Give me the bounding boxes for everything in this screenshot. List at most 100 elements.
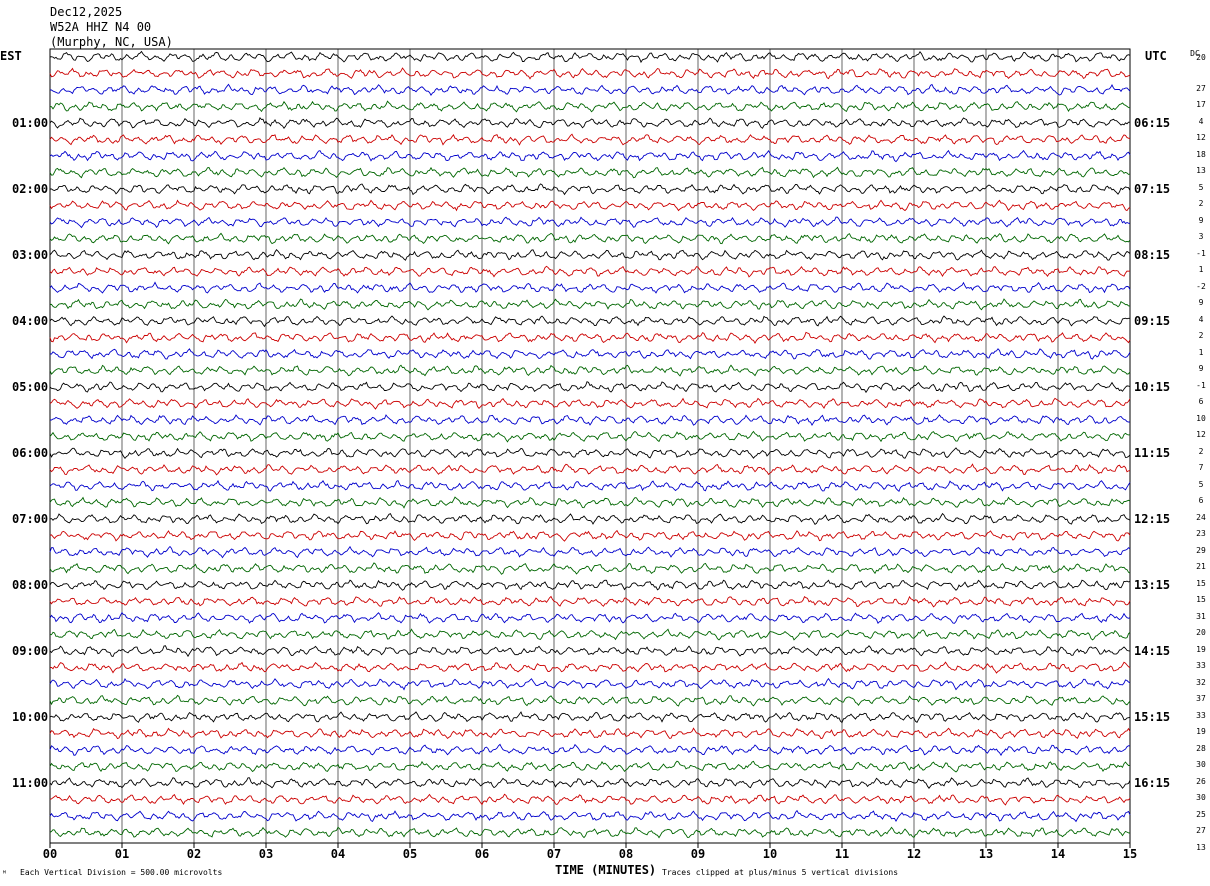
left-hour-label: 07:00	[12, 512, 49, 526]
x-tick-label: 03	[259, 847, 273, 861]
dc-offset-value: 13	[1196, 842, 1206, 852]
dc-offset-value: 2	[1198, 446, 1204, 456]
dc-offset-value: 15	[1196, 578, 1206, 588]
right-hour-label: 10:15	[1134, 380, 1171, 394]
dc-offset-value: 12	[1196, 430, 1206, 439]
dc-offset-value: -1	[1196, 380, 1206, 390]
seismic-trace	[49, 579, 1131, 591]
left-hour-label: 10:00	[12, 710, 49, 724]
dc-offset-value: 9	[1198, 215, 1204, 225]
dc-header-label: DC	[1190, 49, 1200, 58]
dc-offset-value: 37	[1196, 694, 1206, 703]
seismic-trace	[49, 711, 1131, 724]
x-tick-label: 02	[187, 847, 201, 861]
seismic-trace	[49, 760, 1131, 773]
seismic-trace	[49, 281, 1131, 294]
right-hour-label: 06:15	[1134, 116, 1171, 130]
x-tick-label: 12	[907, 847, 921, 861]
dc-offset-value: 32	[1196, 677, 1206, 687]
dc-offset-value: 31	[1196, 611, 1206, 621]
seismic-trace	[49, 298, 1131, 311]
dc-offset-value: 26	[1196, 776, 1206, 786]
left-hour-label: 01:00	[12, 116, 49, 130]
dc-offset-value: 24	[1196, 512, 1206, 522]
dc-offset-value: 2	[1198, 199, 1204, 208]
dc-offset-value: 30	[1196, 760, 1206, 769]
station-location: (Murphy, NC, USA)	[50, 35, 173, 49]
dc-offset-value: 18	[1196, 149, 1206, 159]
left-hour-label: 09:00	[12, 644, 49, 658]
seismic-trace	[49, 677, 1131, 691]
seismic-trace	[50, 414, 1131, 427]
dc-offset-value: 25	[1196, 809, 1206, 819]
left-hour-label: 08:00	[12, 578, 49, 592]
seismic-trace	[49, 50, 1131, 64]
seismic-trace	[49, 199, 1131, 212]
right-hour-label: 12:15	[1134, 512, 1171, 526]
clipping-note: Traces clipped at plus/minus 5 vertical …	[662, 868, 899, 877]
station-code: W52A HHZ N4 00	[50, 20, 152, 34]
dc-offset-value: 5	[1198, 182, 1204, 192]
dc-offset-value: 29	[1196, 545, 1206, 555]
seismic-trace	[49, 595, 1131, 608]
x-tick-label: 05	[403, 847, 417, 861]
seismic-trace	[49, 265, 1131, 278]
seismic-trace	[49, 397, 1131, 410]
vertical-division-note: Each Vertical Division = 500.00 microvol…	[20, 868, 223, 877]
seismic-trace	[49, 463, 1131, 476]
left-hour-label: 05:00	[12, 380, 49, 394]
seismic-trace	[49, 562, 1131, 575]
seismic-trace	[49, 512, 1131, 526]
seismic-trace	[49, 331, 1131, 345]
seismic-trace	[49, 216, 1131, 229]
dc-offset-value: 1	[1198, 265, 1204, 274]
x-tick-label: 15	[1123, 847, 1137, 861]
seismic-trace	[49, 727, 1131, 740]
dc-offset-value: -2	[1196, 281, 1206, 291]
seismic-trace	[49, 496, 1131, 509]
right-hour-label: 07:15	[1134, 182, 1171, 196]
seismic-trace	[49, 611, 1131, 624]
seismic-trace	[49, 743, 1131, 757]
dc-offset-value: 17	[1196, 100, 1206, 109]
seismic-trace	[49, 479, 1131, 493]
x-tick-label: 13	[979, 847, 993, 861]
dc-offset-value: 3	[1198, 232, 1204, 241]
seismic-trace	[49, 315, 1130, 328]
seismic-trace	[49, 166, 1131, 179]
dc-offset-value: 9	[1198, 364, 1204, 373]
seismic-trace	[49, 100, 1131, 113]
dc-offset-value: 4	[1198, 314, 1204, 324]
seismic-trace	[49, 381, 1131, 394]
dc-offset-value: 2	[1198, 331, 1204, 340]
dc-offset-value: 27	[1196, 826, 1206, 835]
seismic-trace	[49, 183, 1131, 196]
dc-offset-value: 33	[1196, 661, 1206, 670]
right-hour-label: 08:15	[1134, 248, 1171, 262]
left-hour-label: 11:00	[12, 776, 49, 790]
seismic-trace	[49, 447, 1131, 460]
corner-mark: ᴹ	[2, 869, 7, 878]
right-hour-label: 13:15	[1134, 578, 1171, 592]
seismic-trace	[50, 348, 1131, 360]
seismic-trace	[49, 661, 1131, 674]
seismic-trace	[49, 149, 1131, 163]
right-hour-label: 14:15	[1134, 644, 1171, 658]
x-tick-label: 01	[115, 847, 129, 861]
dc-offset-value: 30	[1196, 793, 1206, 802]
seismic-trace	[49, 826, 1131, 839]
dc-offset-value: 12	[1196, 133, 1206, 142]
dc-offset-value: -1	[1196, 248, 1206, 258]
left-hour-label: 04:00	[12, 314, 49, 328]
left-hour-label: 02:00	[12, 182, 49, 196]
dc-offset-value: 19	[1196, 727, 1206, 736]
dc-offset-value: 20	[1196, 53, 1206, 62]
x-tick-label: 07	[547, 847, 561, 861]
x-tick-label: 04	[331, 847, 345, 861]
left-hour-label: 06:00	[12, 446, 49, 460]
right-hour-label: 11:15	[1134, 446, 1171, 460]
x-tick-label: 00	[43, 847, 57, 861]
seismic-trace	[49, 645, 1131, 658]
dc-offset-value: 23	[1196, 529, 1206, 538]
